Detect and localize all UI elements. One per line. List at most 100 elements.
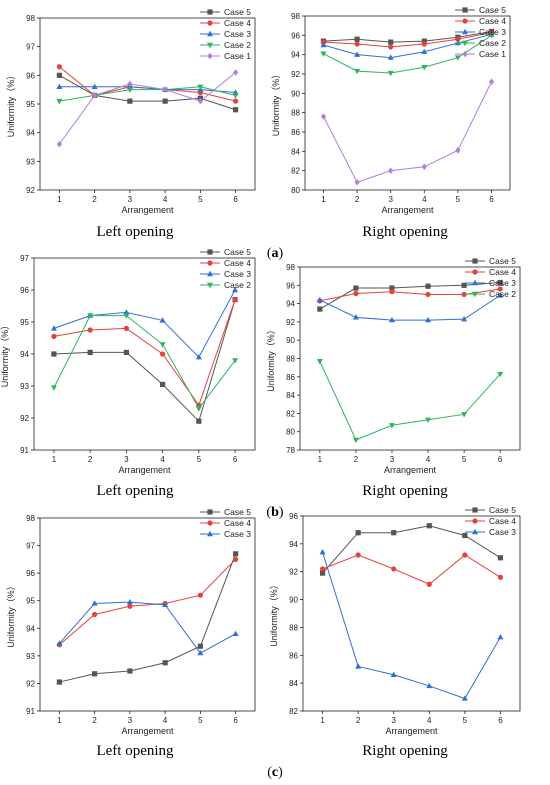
y-tick-label: 90 bbox=[286, 336, 295, 345]
legend-label: Case 5 bbox=[224, 7, 251, 17]
legend-marker bbox=[472, 518, 478, 524]
data-point bbox=[50, 385, 57, 391]
data-point bbox=[123, 313, 130, 319]
data-point bbox=[388, 167, 394, 174]
data-point bbox=[51, 333, 57, 339]
data-point bbox=[388, 39, 394, 45]
y-tick-label: 96 bbox=[291, 31, 300, 40]
data-point bbox=[421, 163, 427, 170]
legend-marker bbox=[472, 507, 478, 513]
legend-marker bbox=[472, 291, 478, 298]
x-tick-label: 2 bbox=[88, 455, 93, 464]
legend-label: Case 3 bbox=[224, 29, 251, 39]
y-tick-label: 97 bbox=[26, 542, 35, 551]
data-point bbox=[425, 316, 432, 323]
y-tick-label: 91 bbox=[20, 446, 29, 455]
y-tick-label: 92 bbox=[291, 70, 300, 79]
y-tick-label: 94 bbox=[291, 51, 300, 60]
x-axis-title: Arrangement bbox=[385, 726, 438, 736]
x-axis-title: Arrangement bbox=[121, 726, 174, 736]
legend-marker bbox=[462, 40, 468, 47]
data-point bbox=[488, 33, 495, 39]
data-point bbox=[56, 640, 63, 646]
x-tick-label: 6 bbox=[233, 195, 238, 204]
legend-label: Case 4 bbox=[224, 518, 251, 528]
data-point bbox=[462, 532, 468, 539]
series-case-3 bbox=[56, 598, 239, 656]
x-tick-label: 5 bbox=[456, 195, 461, 204]
x-tick-label: 3 bbox=[128, 195, 133, 204]
data-point bbox=[162, 601, 169, 608]
data-point bbox=[195, 406, 202, 412]
y-tick-label: 97 bbox=[20, 254, 29, 263]
series-line bbox=[58, 72, 236, 145]
x-tick-label: 1 bbox=[57, 716, 62, 725]
data-point bbox=[162, 660, 168, 666]
y-tick-label: 91 bbox=[26, 707, 35, 716]
data-point bbox=[388, 44, 394, 50]
data-point bbox=[389, 285, 395, 291]
x-tick-label: 5 bbox=[198, 716, 203, 725]
data-point bbox=[56, 64, 62, 70]
x-tick-label: 3 bbox=[128, 716, 133, 725]
legend-label: Case 3 bbox=[479, 27, 506, 37]
data-point bbox=[232, 630, 239, 636]
chart-a-left: 92 93 94 95 96 97 98 1 2 3 4 5 6 Arrangement Uniformit… bbox=[6, 7, 256, 215]
y-tick-label: 82 bbox=[286, 409, 295, 418]
series-line bbox=[53, 299, 236, 407]
series-line bbox=[323, 30, 492, 43]
data-point bbox=[232, 358, 239, 364]
data-point bbox=[123, 325, 129, 331]
data-point bbox=[159, 342, 166, 348]
x-tick-label: 1 bbox=[52, 455, 57, 464]
data-point bbox=[197, 643, 203, 649]
y-tick-label: 86 bbox=[291, 128, 300, 137]
data-point bbox=[426, 581, 432, 587]
x-tick-label: 3 bbox=[391, 716, 396, 725]
y-tick-label: 78 bbox=[286, 446, 295, 455]
series-line bbox=[53, 315, 236, 410]
data-point bbox=[316, 296, 323, 303]
x-tick-label: 1 bbox=[318, 455, 323, 464]
data-point bbox=[160, 381, 166, 387]
data-point bbox=[425, 291, 431, 298]
legend-label: Case 3 bbox=[224, 529, 251, 539]
legend-marker bbox=[207, 42, 213, 49]
legend-label: Case 4 bbox=[479, 16, 506, 26]
data-point bbox=[497, 555, 504, 561]
data-point bbox=[455, 36, 461, 42]
caption-a-left: Left opening bbox=[96, 224, 174, 240]
legend-marker bbox=[207, 270, 213, 277]
plot-frame bbox=[39, 17, 256, 191]
legend-marker bbox=[462, 7, 468, 13]
data-point bbox=[497, 633, 504, 640]
row-label-a: (a) bbox=[266, 246, 284, 261]
series-case-2 bbox=[316, 359, 504, 444]
y-tick-label: 98 bbox=[26, 514, 35, 523]
caption-a-right: Right opening bbox=[362, 224, 448, 240]
data-point bbox=[461, 315, 468, 322]
x-tick-label: 4 bbox=[163, 716, 168, 725]
data-point bbox=[497, 286, 503, 292]
data-point bbox=[92, 611, 98, 618]
series-case-5 bbox=[317, 279, 503, 312]
y-tick-label: 84 bbox=[286, 391, 295, 400]
legend-label: Case 5 bbox=[224, 247, 251, 257]
series-line bbox=[322, 554, 501, 585]
row-label-b: (b) bbox=[266, 505, 284, 520]
data-point bbox=[126, 598, 133, 605]
x-tick-label: 5 bbox=[198, 195, 203, 204]
data-point bbox=[389, 289, 395, 295]
series-case-4 bbox=[51, 297, 238, 408]
y-tick-label: 80 bbox=[291, 186, 300, 195]
data-point bbox=[123, 349, 129, 355]
data-point bbox=[320, 51, 327, 57]
data-point bbox=[461, 282, 467, 288]
y-tick-label: 94 bbox=[289, 540, 298, 549]
legend-marker bbox=[472, 528, 478, 535]
y-tick-label: 90 bbox=[289, 596, 298, 605]
data-point bbox=[319, 549, 326, 555]
row-label-a-letter: a bbox=[271, 246, 279, 261]
